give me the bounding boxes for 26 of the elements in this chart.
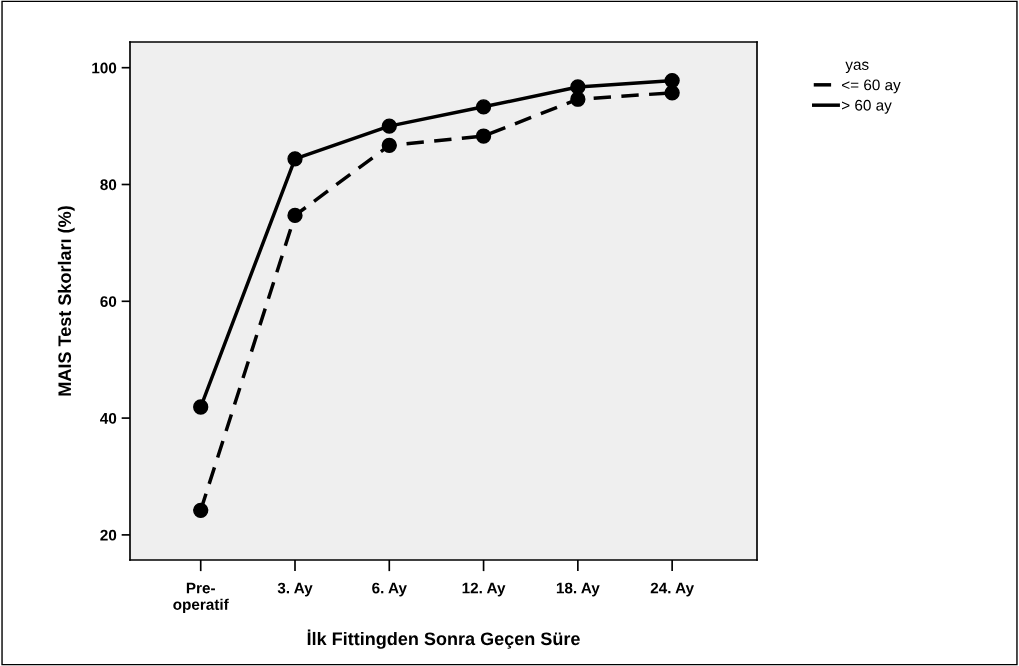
point (193, 502, 209, 519)
point (287, 207, 303, 224)
x-axis-title: İlk Fittingden Sonra Geçen Süre (307, 629, 580, 649)
point (287, 151, 303, 167)
x-tick-label: 6. Ay (372, 582, 407, 597)
legend-label: > 60 ay (842, 99, 892, 114)
y-tick-label: 40 (100, 412, 117, 424)
y-tick-label: 20 (100, 529, 117, 541)
x-tick-label: 12. Ay (462, 582, 506, 597)
point (381, 118, 397, 134)
legend-label: <= 60 ay (842, 79, 901, 94)
point (475, 99, 492, 115)
x-tick-label: Pre- operatif (173, 582, 229, 613)
y-axis-title: MAIS Test Skorları (%) (57, 206, 75, 396)
point (664, 72, 680, 89)
point (475, 128, 492, 144)
x-tick-label: 18. Ay (556, 582, 600, 597)
x-tick-label: 24. Ay (650, 582, 694, 597)
y-tick-label: 60 (100, 296, 117, 307)
point (193, 399, 209, 415)
point (381, 137, 397, 154)
y-tick-label: 80 (100, 179, 117, 191)
point (570, 79, 586, 95)
legend-title: yas (845, 61, 869, 73)
y-tick-label: 100 (92, 62, 117, 74)
x-tick-label: 3. Ay (277, 582, 313, 597)
